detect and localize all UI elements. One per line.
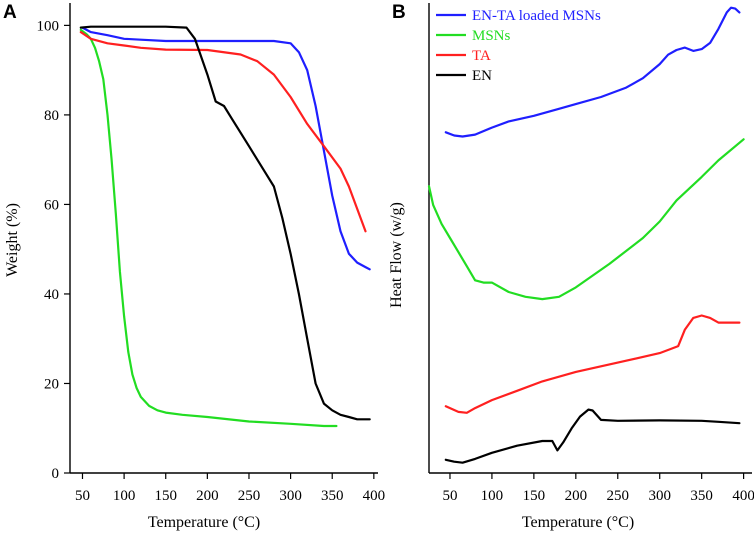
panel-b-legend: EN-TA loaded MSNs MSNs TA EN [436,8,601,84]
panel-a: A 50 100 150 200 250 300 350 400 0 20 40 60 80 100 T… [3,2,385,531]
panel-a-series [79,25,371,428]
panel-a-y-ticks: 0 20 40 60 80 100 [37,18,70,482]
panel-b-x-tick-label: 250 [607,488,630,504]
panel-b-x-tick-label: 150 [523,488,546,504]
panel-a-series-ta [79,30,367,233]
panel-a-x-tick-label: 50 [75,488,90,504]
panel-a-y-tick-label: 80 [44,108,59,124]
panel-a-y-tick-label: 0 [52,466,60,482]
panel-b-x-tick-label: 50 [442,488,457,504]
panel-b-x-tick-label: 350 [690,488,713,504]
panel-a-series-en-ta-loaded-msns [81,26,371,271]
panel-a-y-tick-label: 40 [44,287,59,303]
panel-b-x-tick-label: 400 [732,488,754,504]
panel-a-letter: A [3,2,17,23]
legend-label-en-ta-loaded-msns: EN-TA loaded MSNs [472,8,601,24]
panel-a-series-en [79,25,371,421]
panel-a-x-ticks: 50 100 150 200 250 300 350 400 [75,473,385,504]
panel-a-y-tick-label: 60 [44,197,59,213]
panel-a-y-label: Weight (%) [4,203,21,277]
panel-b-series-en [444,408,741,464]
panel-b-x-ticks: 50 100 150 200 250 300 350 400 [442,473,754,504]
panel-a-x-tick-label: 250 [238,488,261,504]
panel-b-x-label: Temperature (°C) [522,514,634,531]
panel-a-series-msns [79,28,338,428]
panel-b-series-ta [444,314,741,414]
legend-label-msns: MSNs [472,28,511,44]
panel-a-x-tick-label: 400 [363,488,386,504]
panel-b-letter: B [392,2,406,23]
panel-a-y-tick-label: 100 [37,18,60,34]
panel-b-x-tick-label: 200 [565,488,588,504]
panel-b-x-tick-label: 100 [481,488,504,504]
panel-a-x-tick-label: 200 [196,488,219,504]
panel-b-series-msns [427,138,745,301]
panel-b-x-tick-label: 300 [648,488,671,504]
panel-b-y-label: Heat Flow (w/g) [388,202,405,308]
panel-a-y-tick-label: 20 [44,376,59,392]
panel-a-x-label: Temperature (°C) [148,514,260,531]
panel-b: B 50 100 150 200 250 300 350 400 EN-TA loaded M… [388,2,754,531]
panel-b-series-en-ta-loaded-msns [444,6,741,138]
panel-a-x-tick-label: 100 [113,488,136,504]
panel-b-series [427,6,745,464]
panel-a-x-tick-label: 350 [321,488,344,504]
legend-label-en: EN [472,68,492,84]
panel-a-x-tick-label: 150 [154,488,177,504]
panel-a-x-tick-label: 300 [279,488,302,504]
legend-label-ta: TA [472,48,491,64]
